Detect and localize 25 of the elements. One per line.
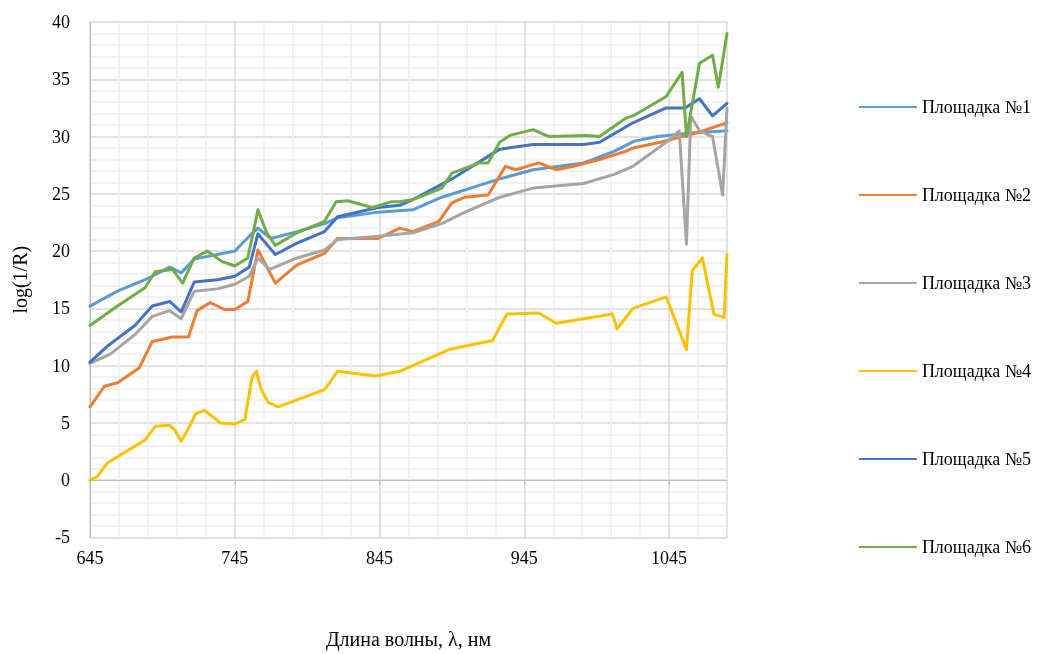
- legend-label: Площадка №4: [921, 361, 1031, 381]
- y-axis-title: log(1/R): [9, 245, 32, 314]
- x-tick-label: 1045: [651, 548, 688, 569]
- legend-label: Площадка №1: [921, 97, 1031, 117]
- x-axis-title: Длина волны, λ, нм: [325, 628, 492, 651]
- y-tick-label: 20: [52, 241, 70, 262]
- y-tick-label: 5: [61, 412, 70, 433]
- x-tick-label: 945: [510, 548, 538, 569]
- y-tick-label: -5: [55, 527, 70, 548]
- line-series: [88, 253, 729, 482]
- y-tick-label: 15: [52, 298, 70, 319]
- y-tick-label: 30: [52, 126, 70, 147]
- x-tick-label: 845: [366, 548, 394, 569]
- legend-label: Площадка №6: [921, 537, 1031, 557]
- y-tick-label: 0: [61, 470, 70, 491]
- legend-label: Площадка №2: [921, 185, 1031, 205]
- y-tick-label: 10: [52, 355, 70, 376]
- line-series: [88, 31, 729, 328]
- y-tick-label: 25: [52, 183, 70, 204]
- legend-label: Площадка №5: [921, 449, 1031, 469]
- y-tick-label: 40: [52, 12, 70, 32]
- x-tick-label: 745: [221, 548, 249, 569]
- legend-label: Площадка №3: [921, 273, 1031, 293]
- x-tick-label: 645: [76, 548, 104, 569]
- y-tick-label: 35: [52, 69, 70, 90]
